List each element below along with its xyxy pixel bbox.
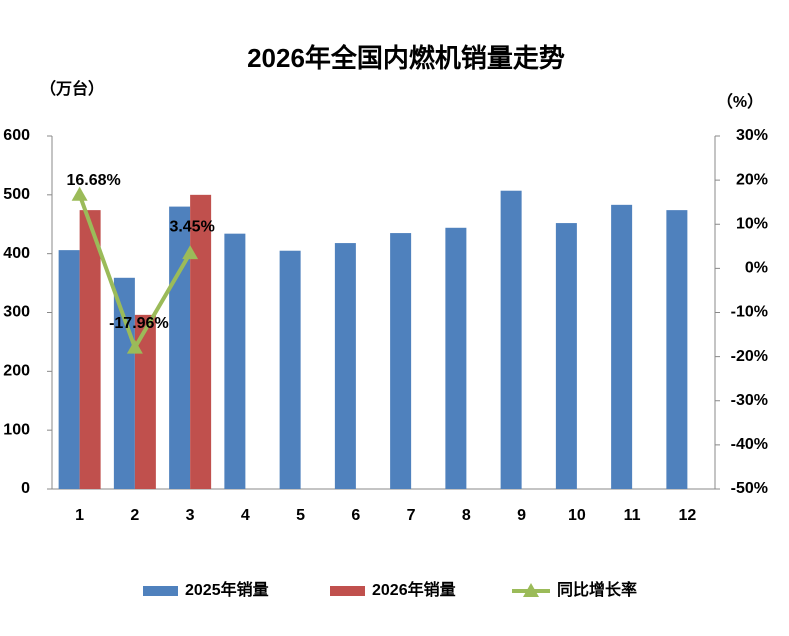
x-tick-label: 6 <box>351 507 360 524</box>
x-tick-label: 2 <box>130 507 139 524</box>
y2-axis-label: （%） <box>717 93 763 111</box>
y2-tick-label: -40% <box>731 436 768 453</box>
x-tick-label: 12 <box>678 507 696 524</box>
bar <box>334 243 356 489</box>
y2-tick-label: 0% <box>745 260 768 277</box>
x-tick-label: 5 <box>296 507 305 524</box>
x-tick-label: 4 <box>241 507 250 524</box>
data-label: 16.68% <box>66 172 120 189</box>
bar <box>134 314 156 489</box>
legend-label: 2025年销量 <box>185 580 269 599</box>
y-tick-label: 300 <box>3 304 30 321</box>
y2-tick-label: -20% <box>731 348 768 365</box>
bar <box>611 204 633 489</box>
bar <box>390 233 412 489</box>
marker <box>71 186 88 201</box>
x-tick-label: 9 <box>517 507 526 524</box>
y-tick-label: 0 <box>21 480 30 497</box>
legend-swatch <box>330 586 365 596</box>
x-tick-label: 8 <box>462 507 471 524</box>
y-tick-label: 500 <box>3 186 30 203</box>
bar <box>279 250 301 489</box>
y-axis-label: （万台） <box>40 79 104 98</box>
y-tick-label: 400 <box>3 245 30 262</box>
y2-tick-label: 30% <box>736 127 768 144</box>
data-label: -17.96% <box>109 315 169 332</box>
legend-swatch <box>143 586 178 596</box>
legend-label: 同比增长率 <box>557 580 637 599</box>
y2-tick-label: 10% <box>736 215 768 232</box>
marker <box>126 339 143 354</box>
y-tick-label: 600 <box>3 127 30 144</box>
y2-tick-label: -30% <box>731 392 768 409</box>
x-tick-label: 3 <box>186 507 195 524</box>
bar <box>58 250 80 489</box>
bar <box>79 210 101 489</box>
bar <box>445 227 467 489</box>
data-label: 3.45% <box>169 218 214 235</box>
chart-title: 2026年全国内燃机销量走势 <box>247 43 565 73</box>
y2-tick-label: 20% <box>736 171 768 188</box>
bar <box>555 223 577 489</box>
y2-tick-label: -50% <box>731 480 768 497</box>
marker <box>182 245 199 260</box>
bar <box>113 277 135 489</box>
x-tick-label: 10 <box>568 507 586 524</box>
bar <box>169 206 191 489</box>
bar <box>190 194 212 490</box>
x-tick-label: 11 <box>624 507 641 524</box>
x-tick-label: 1 <box>75 507 84 524</box>
y-tick-label: 200 <box>3 363 30 380</box>
bar <box>224 233 246 489</box>
y-tick-label: 100 <box>3 421 30 438</box>
bar <box>500 190 522 489</box>
legend-label: 2026年销量 <box>372 580 456 599</box>
legend-swatch <box>523 583 539 597</box>
y2-tick-label: -10% <box>731 304 768 321</box>
x-tick-label: 7 <box>407 507 416 524</box>
bar <box>666 210 688 489</box>
